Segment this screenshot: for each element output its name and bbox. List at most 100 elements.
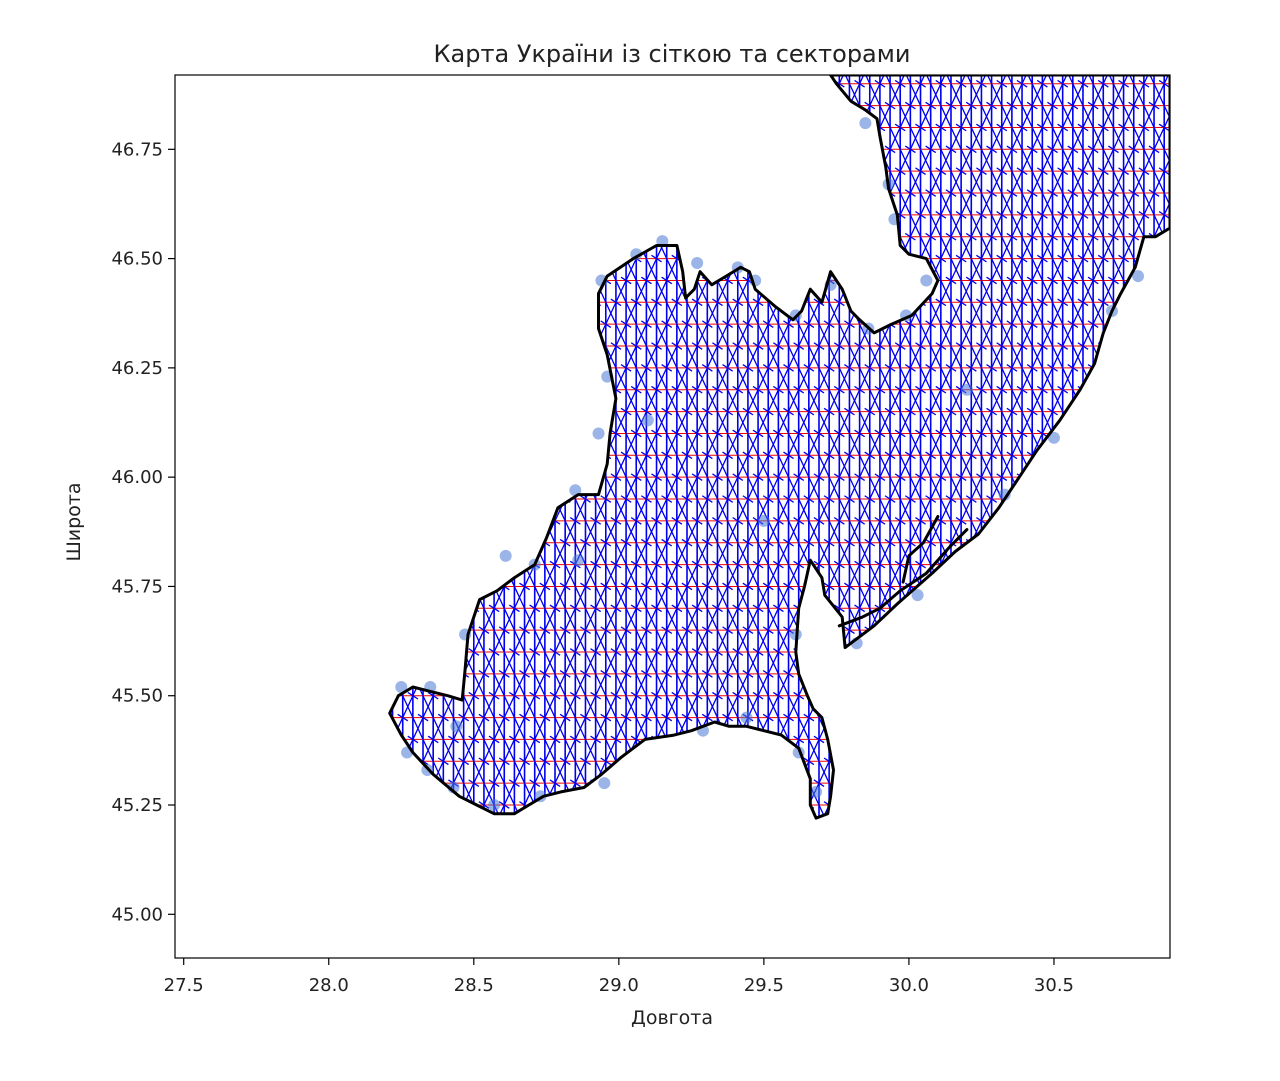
sector-triangle xyxy=(686,442,698,460)
y-tick-label: 45.00 xyxy=(111,904,163,925)
sector-triangle xyxy=(1072,254,1084,272)
sector-triangle xyxy=(1082,582,1094,599)
sector-triangle xyxy=(635,552,647,569)
sector-triangle xyxy=(919,407,932,425)
sector-triangle xyxy=(716,726,729,744)
sector-triangle xyxy=(960,508,972,525)
sector-triangle xyxy=(808,442,820,460)
sector-triangle xyxy=(1153,617,1165,634)
sector-triangle xyxy=(1082,114,1094,132)
sector-triangle xyxy=(544,267,556,285)
sector-triangle xyxy=(422,429,434,446)
sector-triangle xyxy=(686,617,698,634)
sector-triangle xyxy=(696,683,708,700)
sector-triangle xyxy=(757,189,769,206)
sector-triangle xyxy=(879,276,891,293)
sector-triangle xyxy=(1082,595,1094,613)
sector-triangle xyxy=(1021,757,1033,774)
sector-triangle xyxy=(757,232,769,250)
sector-triangle xyxy=(615,595,627,613)
sector-triangle xyxy=(493,145,505,162)
sector-triangle xyxy=(1072,136,1084,154)
sector-triangle xyxy=(798,552,810,569)
sector-triangle xyxy=(432,114,444,132)
sector-triangle xyxy=(412,276,424,293)
sector-triangle xyxy=(391,276,404,293)
sector-triangle xyxy=(534,451,546,468)
sector-triangle xyxy=(970,267,983,285)
sector-triangle xyxy=(1011,355,1023,372)
sector-triangle xyxy=(534,364,546,381)
sector-triangle xyxy=(1051,136,1064,154)
sector-triangle xyxy=(777,451,790,468)
sector-triangle xyxy=(1031,399,1043,416)
sector-triangle xyxy=(655,377,668,394)
sample-point xyxy=(740,711,753,724)
sector-triangle xyxy=(798,814,810,819)
sector-triangle xyxy=(1011,399,1023,416)
sector-triangle xyxy=(544,691,556,709)
sector-triangle xyxy=(757,377,769,394)
sector-triangle xyxy=(1112,93,1125,110)
sector-triangle xyxy=(909,735,922,752)
sector-triangle xyxy=(1072,79,1084,97)
sector-triangle xyxy=(919,626,932,643)
sector-triangle xyxy=(747,167,759,184)
sector-triangle xyxy=(646,824,656,838)
sector-triangle xyxy=(899,757,911,774)
sector-triangle xyxy=(767,792,779,809)
sector-triangle xyxy=(1041,158,1054,175)
sector-triangle xyxy=(818,757,830,774)
sector-triangle xyxy=(1143,246,1155,263)
sector-triangle xyxy=(1163,713,1170,731)
sector-triangle xyxy=(737,464,749,481)
sector-triangle xyxy=(483,298,495,315)
sector-triangle xyxy=(1143,202,1155,219)
sector-triangle xyxy=(919,814,932,819)
sector-triangle xyxy=(493,726,505,744)
sector-triangle xyxy=(706,180,719,197)
sector-triangle xyxy=(838,713,851,731)
sector-triangle xyxy=(402,530,414,547)
sector-triangle xyxy=(1112,486,1125,503)
sector-triangle xyxy=(1011,180,1023,197)
sector-triangle xyxy=(442,517,455,534)
sector-triangle xyxy=(564,748,576,766)
sector-triangle xyxy=(422,705,434,722)
sector-triangle xyxy=(970,254,983,272)
sector-triangle xyxy=(1073,824,1083,838)
sector-triangle xyxy=(544,604,556,621)
sector-triangle xyxy=(909,473,922,490)
sector-triangle xyxy=(919,713,932,731)
sector-triangle xyxy=(605,93,617,110)
sector-triangle xyxy=(442,705,455,722)
sector-triangle xyxy=(859,158,871,175)
sector-triangle xyxy=(706,136,719,154)
sector-triangle xyxy=(1082,683,1094,700)
sector-triangle xyxy=(655,683,668,700)
sector-triangle xyxy=(463,180,475,197)
sector-triangle xyxy=(372,772,382,786)
sector-triangle xyxy=(554,770,566,787)
sector-triangle xyxy=(767,342,779,359)
sector-triangle xyxy=(818,538,830,556)
sector-triangle xyxy=(727,573,739,591)
sector-triangle xyxy=(676,333,688,350)
sector-triangle xyxy=(473,757,485,774)
sector-triangle xyxy=(960,814,972,819)
sector-triangle xyxy=(727,442,739,460)
sector-triangle xyxy=(635,801,647,818)
sector-triangle xyxy=(798,276,810,293)
sector-triangle xyxy=(960,626,972,643)
sector-triangle xyxy=(493,508,505,525)
sector-triangle xyxy=(452,101,465,119)
sector-triangle xyxy=(777,364,790,381)
sector-triangle xyxy=(787,342,800,359)
sector-triangle xyxy=(899,495,911,512)
sector-triangle xyxy=(422,123,434,140)
sector-triangle xyxy=(706,355,719,372)
sector-triangle xyxy=(1133,748,1145,766)
sector-triangle xyxy=(442,442,455,460)
sector-triangle xyxy=(595,145,607,162)
sector-triangle xyxy=(808,224,820,241)
